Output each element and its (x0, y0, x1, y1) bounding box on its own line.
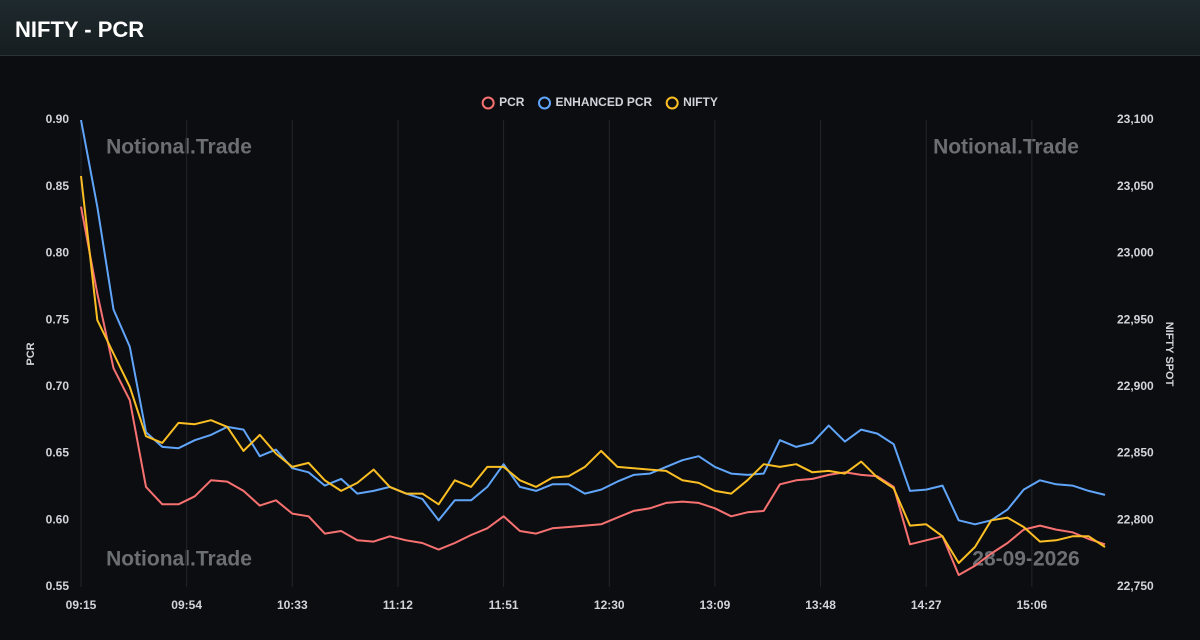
series-line (80, 175, 1106, 564)
legend-marker (481, 96, 495, 110)
watermark: Notional.Trade (106, 548, 252, 571)
y-tick-label: 0.70 (46, 379, 70, 393)
series-line (80, 119, 1106, 526)
x-tick-label: 09:15 (66, 598, 97, 612)
y2-tick-label: 23,050 (1117, 179, 1154, 193)
y2-tick-label: 23,000 (1117, 246, 1154, 260)
y-axis-title: PCR (25, 342, 37, 365)
y2-tick-label: 22,850 (1117, 446, 1154, 460)
watermark: Notional.Trade (106, 136, 252, 159)
y2-tick-label: 22,950 (1117, 312, 1154, 326)
y-tick-label: 0.80 (46, 246, 70, 260)
x-tick-label: 11:51 (489, 598, 519, 612)
y2-tick-label: 22,900 (1117, 379, 1154, 393)
legend-label: ENHANCED PCR (555, 95, 652, 109)
y2-tick-label: 22,750 (1117, 579, 1154, 593)
x-tick-label: 15:06 (1017, 598, 1048, 612)
chart: Notional.Trade Notional.Trade Notional.T… (25, 95, 1175, 612)
legend-marker (537, 96, 551, 110)
x-tick-label: 12:30 (594, 598, 625, 612)
y-tick-label: 0.75 (46, 312, 70, 326)
y-tick-label: 0.90 (46, 112, 70, 126)
series-line (80, 206, 1106, 576)
header-title: NIFTY - PCR (0, 0, 1200, 56)
x-tick-label: 10:33 (277, 598, 308, 612)
x-tick-label: 09:54 (171, 598, 202, 612)
y-tick-label: 0.55 (46, 579, 70, 593)
x-tick-label: 14:27 (911, 598, 942, 612)
y2-tick-label: 22,800 (1117, 512, 1154, 526)
y-tick-label: 0.65 (46, 446, 70, 460)
x-tick-label: 13:48 (805, 598, 836, 612)
legend-label: PCR (499, 95, 525, 109)
legend-marker (665, 96, 679, 110)
x-tick-label: 13:09 (700, 598, 731, 612)
y-tick-label: 0.85 (46, 179, 70, 193)
watermark: Notional.Trade (933, 136, 1079, 159)
y2-axis-title: NIFTY SPOT (1163, 322, 1175, 387)
legend-label: NIFTY (683, 95, 718, 109)
watermark: 28-09-2026 (972, 548, 1079, 571)
y2-tick-label: 23,100 (1117, 112, 1154, 126)
x-tick-label: 11:12 (383, 598, 413, 612)
y-tick-label: 0.60 (46, 512, 70, 526)
